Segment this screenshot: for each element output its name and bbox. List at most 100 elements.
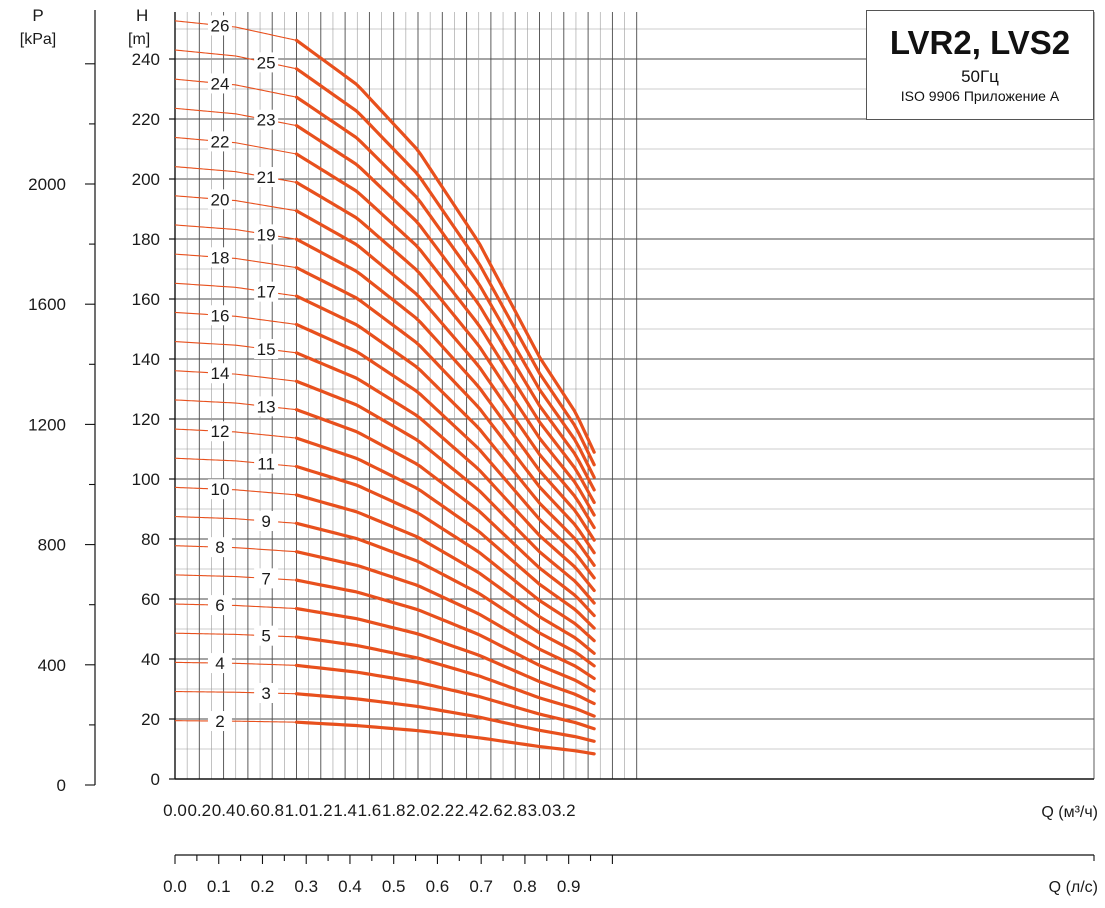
h-tick-label: 60 bbox=[141, 590, 160, 609]
stage-25-label: 25 bbox=[257, 53, 276, 72]
stage-22-label: 22 bbox=[210, 132, 229, 151]
qls-tick-label: 0.2 bbox=[251, 877, 275, 896]
qls-tick-label: 0.6 bbox=[426, 877, 450, 896]
stage-9-curve bbox=[294, 521, 596, 668]
stage-label-bg bbox=[207, 73, 232, 94]
stage-label-bg bbox=[207, 595, 232, 616]
stage-labels: 2345678910111213141516171819202122232425… bbox=[207, 15, 279, 732]
stage-25-curve bbox=[294, 67, 596, 467]
p-tick-label: 1200 bbox=[28, 415, 66, 434]
stage-8-curve-thin bbox=[174, 545, 297, 553]
stage-14-curve-thin bbox=[174, 370, 297, 382]
stage-6-curve bbox=[294, 606, 596, 706]
q-axis-title: Q (м³/ч) bbox=[1041, 804, 1098, 821]
q-tick-label: 1.0 bbox=[285, 801, 309, 820]
stage-label-bg bbox=[207, 537, 232, 558]
stage-label-bg bbox=[254, 396, 279, 417]
h-tick-label: 40 bbox=[141, 650, 160, 669]
stage-23-curve bbox=[294, 123, 596, 492]
stage-label-bg bbox=[207, 15, 232, 36]
stage-21-label: 21 bbox=[257, 168, 276, 187]
h-tick-label: 140 bbox=[132, 350, 160, 369]
stage-label-bg bbox=[207, 479, 232, 500]
q-tick-label: 1.8 bbox=[382, 801, 406, 820]
stage-26-label: 26 bbox=[210, 16, 229, 35]
stage-label-bg bbox=[254, 224, 279, 245]
p-tick-label: 0 bbox=[57, 776, 66, 795]
stage-16-curve bbox=[294, 322, 596, 580]
stage-18-curve bbox=[294, 266, 596, 555]
q-tick-label: 2.0 bbox=[406, 801, 430, 820]
p-axis-title: P bbox=[32, 6, 43, 25]
stage-17-label: 17 bbox=[257, 283, 276, 302]
q-tick-label: 2.2 bbox=[430, 801, 454, 820]
stage-16-curve-thin bbox=[174, 311, 297, 325]
stage-label-bg bbox=[254, 453, 279, 474]
h-tick-label: 0 bbox=[151, 770, 160, 789]
stage-18-curve-thin bbox=[174, 253, 297, 269]
pump-curves bbox=[174, 20, 596, 756]
stage-3-curve bbox=[294, 692, 596, 743]
q-tick-label: 0.6 bbox=[236, 801, 260, 820]
grid bbox=[174, 12, 1095, 780]
h-tick-label: 180 bbox=[132, 230, 160, 249]
stage-22-curve-thin bbox=[174, 136, 297, 155]
stage-label-bg bbox=[207, 189, 232, 210]
stage-12-label: 12 bbox=[210, 422, 229, 441]
stage-label-bg bbox=[254, 683, 279, 704]
stage-label-bg bbox=[207, 305, 232, 326]
stage-label-bg bbox=[207, 363, 232, 384]
stage-label-bg bbox=[254, 281, 279, 302]
stage-12-curve bbox=[294, 436, 596, 630]
chart-title-box: LVR2, LVS2 50Гц ISO 9906 Приложение А bbox=[866, 10, 1094, 120]
q-tick-label: 1.2 bbox=[309, 801, 333, 820]
q-tick-label: 0.0 bbox=[163, 801, 187, 820]
stage-label-bg bbox=[254, 339, 279, 360]
stage-20-curve-thin bbox=[174, 195, 297, 212]
stage-4-curve bbox=[294, 663, 596, 731]
stage-11-curve bbox=[294, 464, 596, 643]
q-tick-label: 0.4 bbox=[212, 801, 236, 820]
q-tick-label: 3.2 bbox=[552, 801, 576, 820]
stage-5-curve bbox=[294, 635, 596, 718]
q-tick-label: 2.4 bbox=[455, 801, 479, 820]
stage-label-bg bbox=[207, 421, 232, 442]
stage-21-curve bbox=[294, 180, 596, 517]
stage-18-label: 18 bbox=[210, 248, 229, 267]
stage-17-curve bbox=[294, 294, 596, 567]
stage-label-bg bbox=[254, 52, 279, 73]
stage-24-curve-thin bbox=[174, 78, 297, 98]
stage-11-label: 11 bbox=[257, 455, 275, 474]
stage-24-curve bbox=[294, 95, 596, 479]
stage-23-label: 23 bbox=[257, 111, 276, 130]
qls-tick-label: 0.8 bbox=[513, 877, 537, 896]
stage-4-curve-thin bbox=[174, 661, 297, 666]
h-axis-title: H bbox=[136, 6, 148, 25]
stage-13-curve bbox=[294, 408, 596, 618]
stage-3-label: 3 bbox=[261, 684, 270, 703]
qls-tick-label: 0.9 bbox=[557, 877, 581, 896]
qls-tick-label: 0.3 bbox=[294, 877, 318, 896]
stage-7-curve bbox=[294, 578, 596, 693]
q-tick-label: 2.8 bbox=[503, 801, 527, 820]
qls-tick-label: 0.5 bbox=[382, 877, 406, 896]
stage-13-label: 13 bbox=[257, 397, 276, 416]
stage-20-label: 20 bbox=[210, 190, 229, 209]
p-tick-label: 800 bbox=[38, 536, 66, 555]
p-tick-label: 400 bbox=[38, 656, 66, 675]
q-tick-label: 0.8 bbox=[260, 801, 284, 820]
q-tick-label: 2.6 bbox=[479, 801, 503, 820]
chart-subtitle: 50Гц bbox=[961, 67, 999, 86]
stage-label-bg bbox=[207, 131, 232, 152]
chart-standard: ISO 9906 Приложение А bbox=[900, 88, 1060, 104]
stage-16-label: 16 bbox=[210, 306, 229, 325]
stage-10-label: 10 bbox=[210, 480, 229, 499]
stage-6-curve-thin bbox=[174, 603, 297, 610]
p-tick-label: 2000 bbox=[28, 175, 66, 194]
stage-7-label: 7 bbox=[261, 569, 270, 588]
stage-24-label: 24 bbox=[210, 74, 229, 93]
h-tick-label: 20 bbox=[141, 710, 160, 729]
p-axis-unit: [kPa] bbox=[20, 31, 56, 48]
qls-tick-label: 0.7 bbox=[469, 877, 493, 896]
